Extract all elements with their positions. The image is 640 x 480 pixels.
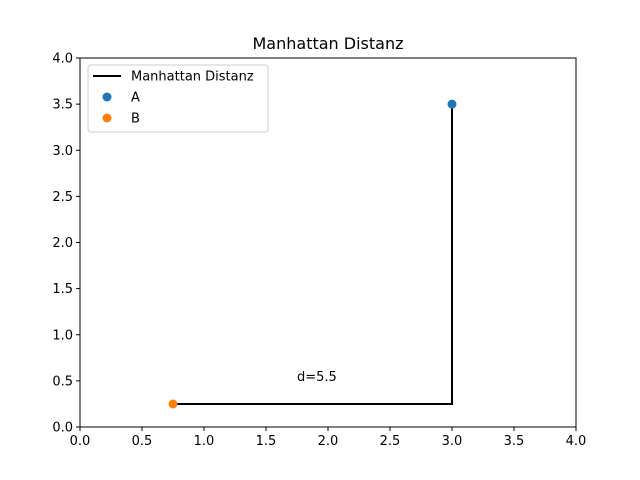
point-b	[168, 399, 178, 409]
x-tick-label: 2.0	[318, 434, 339, 449]
x-tick-label: 1.5	[256, 434, 277, 449]
x-tick-label: 4.0	[566, 434, 587, 449]
x-axis-ticks: 0.0 0.5 1.0 1.5 2.0 2.5 3.0 3.5 4.0	[70, 427, 587, 449]
chart-title: Manhattan Distanz	[253, 34, 404, 53]
series-layer	[168, 99, 457, 409]
x-tick-label: 3.0	[442, 434, 463, 449]
legend-box	[87, 64, 269, 133]
x-tick-label: 1.0	[194, 434, 215, 449]
legend-label: Manhattan Distanz	[131, 70, 254, 85]
legend-swatch-a	[102, 92, 112, 102]
series-line-manhattan	[173, 104, 453, 405]
distance-annotation: d=5.5	[297, 370, 337, 385]
y-tick-label: 1.0	[52, 328, 73, 343]
point-a	[447, 99, 457, 109]
x-tick-label: 3.5	[504, 434, 525, 449]
y-tick-label: 0.0	[52, 421, 73, 436]
legend-label: B	[131, 112, 140, 127]
y-tick-label: 1.5	[52, 282, 73, 297]
legend-swatch-b	[102, 113, 112, 123]
legend-label: A	[131, 91, 140, 106]
x-tick-label: 0.5	[132, 434, 153, 449]
y-tick-label: 3.0	[52, 144, 73, 159]
annotation-layer: d=5.5	[297, 370, 337, 385]
plot-frame	[79, 57, 577, 428]
y-tick-label: 0.5	[52, 374, 73, 389]
x-tick-label: 0.0	[70, 434, 91, 449]
y-axis-ticks: 0.0 0.5 1.0 1.5 2.0 2.5 3.0 3.5 4.0	[52, 52, 80, 436]
y-tick-label: 2.5	[52, 190, 73, 205]
y-tick-label: 3.5	[52, 98, 73, 113]
x-tick-label: 2.5	[380, 434, 401, 449]
y-tick-label: 4.0	[52, 52, 73, 67]
y-tick-label: 2.0	[52, 236, 73, 251]
legend: Manhattan Distanz AB	[87, 64, 269, 133]
